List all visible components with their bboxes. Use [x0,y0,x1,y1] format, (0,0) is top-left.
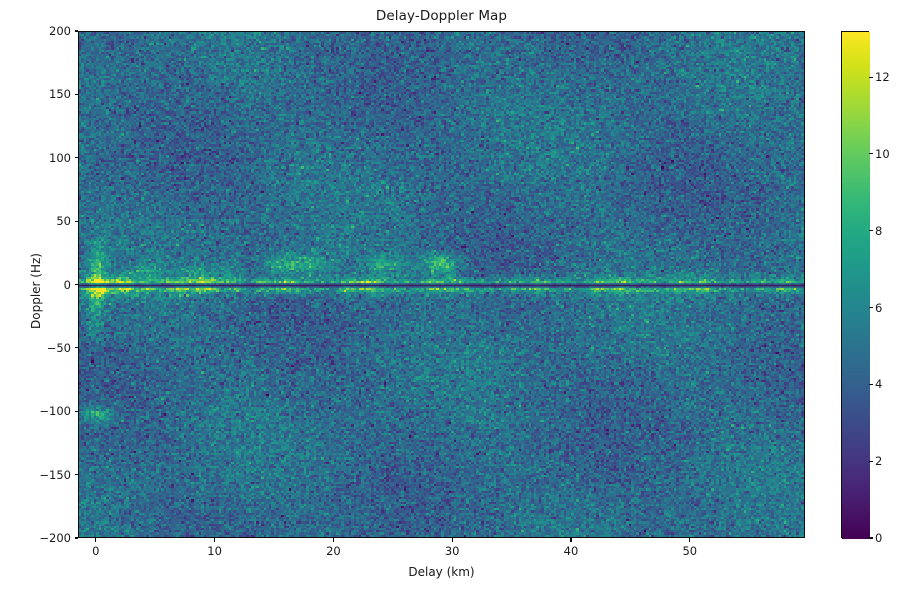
x-tick-mark [214,538,216,542]
y-tick-label: 100 [49,150,71,165]
y-tick-mark [74,157,78,159]
page-title: Delay-Doppler Map [375,8,508,24]
y-tick-mark [74,220,78,222]
colorbar-tick-label: 6 [875,300,883,315]
y-tick-mark [74,537,78,539]
colorbar-tick-label: 0 [875,531,883,545]
y-axis-label: Doppler (Hz) [29,253,43,329]
colorbar[interactable]: 0 2 4 6 8 10 12 [841,31,890,545]
x-tick-label: 40 [563,544,579,558]
delay-doppler-heatmap [79,32,804,537]
x-tick-mark [95,538,97,542]
colorbar-tick-label: 12 [875,70,890,85]
x-tick-mark [451,538,453,542]
y-tick-label: −150 [39,467,71,482]
y-tick-mark [74,347,78,349]
colorbar-tick-mark [869,460,873,462]
y-tick-label: 0 [63,277,71,292]
colorbar-tick-label: 10 [875,146,890,161]
colorbar-tick-label: 8 [875,223,883,238]
x-tick-label: 30 [444,544,460,558]
y-tick-mark [74,30,78,32]
colorbar-canvas [842,32,870,539]
colorbar-tick-mark [869,76,873,78]
colorbar-tick-label: 4 [875,377,883,392]
delay-doppler-plot-area[interactable] [78,31,805,538]
colorbar-tick-mark [869,383,873,385]
y-tick-mark [74,93,78,95]
x-tick-mark [332,538,334,542]
colorbar-tick-mark [869,306,873,309]
colorbar-tick-mark [869,153,873,155]
y-tick-label: −50 [46,340,71,355]
x-tick-label: 10 [207,544,222,558]
y-tick-mark [74,283,78,286]
x-tick-label: 20 [326,544,341,558]
x-tick-label: 0 [92,544,100,558]
x-tick-mark [689,538,691,542]
x-axis-label: Delay (km) [408,565,475,579]
colorbar-gradient [841,31,870,539]
colorbar-tick-mark [869,537,873,539]
y-tick-label: −100 [39,404,71,419]
y-tick-mark [74,474,78,476]
colorbar-tick-label: 2 [875,454,883,469]
x-tick-label: 50 [682,544,698,558]
colorbar-tick-mark [869,230,873,232]
y-tick-label: 200 [49,24,71,38]
y-tick-label: −200 [39,531,71,545]
y-tick-label: 50 [56,214,71,229]
y-tick-label: 150 [49,87,71,102]
x-tick-mark [570,538,572,542]
y-tick-mark [74,410,78,412]
